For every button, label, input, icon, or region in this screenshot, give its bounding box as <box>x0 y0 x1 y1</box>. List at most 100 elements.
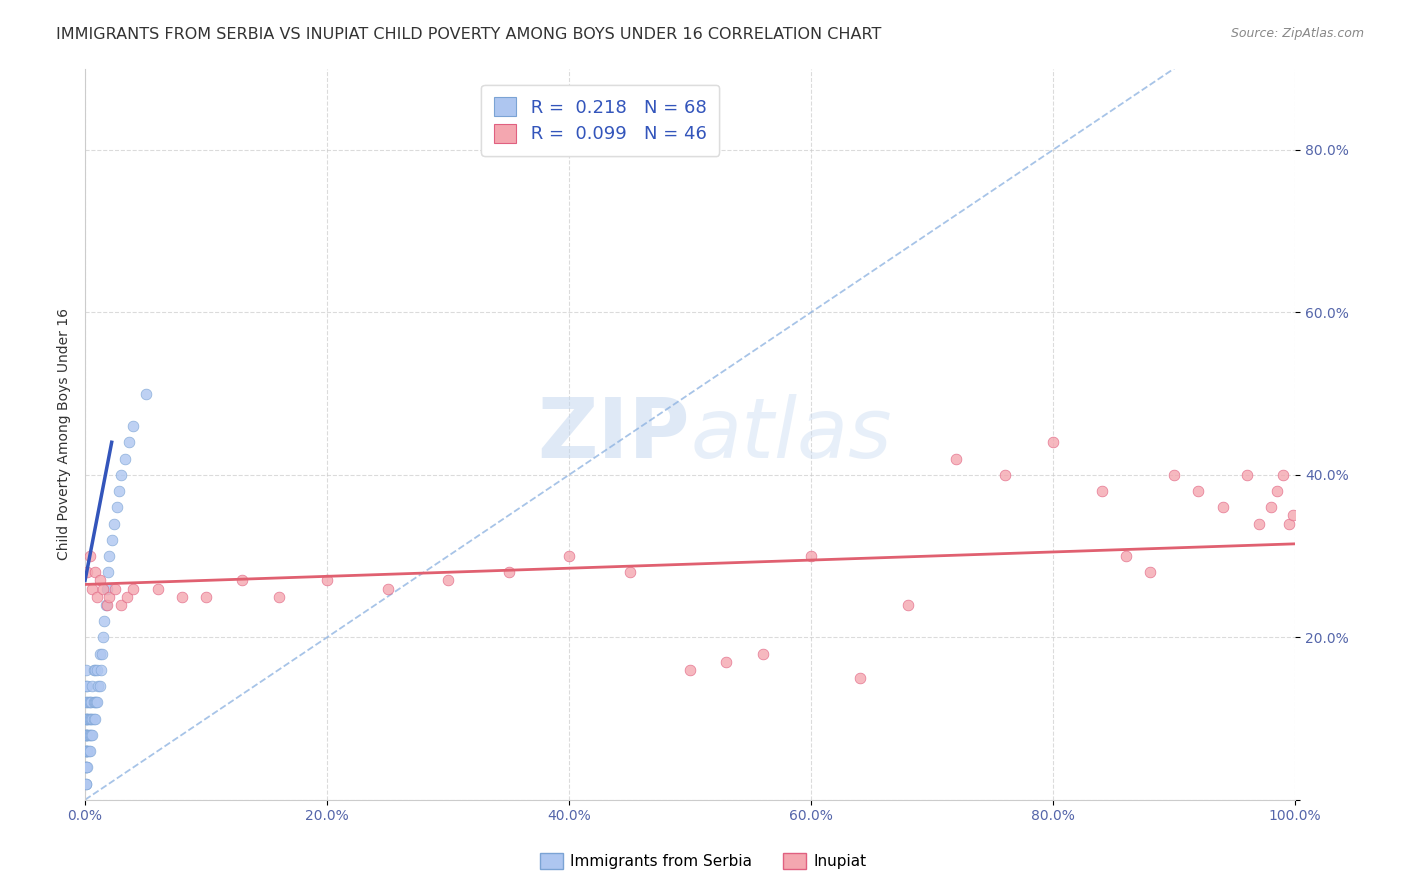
Point <box>93 614 115 628</box>
Point <box>83 695 105 709</box>
Point <box>97 566 120 580</box>
Text: atlas: atlas <box>690 393 891 475</box>
Point <box>75 728 97 742</box>
Point <box>75 663 97 677</box>
Point <box>231 574 253 588</box>
Point <box>135 386 157 401</box>
Point <box>619 566 641 580</box>
Point <box>89 574 111 588</box>
Point <box>82 582 104 596</box>
Point <box>86 590 108 604</box>
Point <box>98 590 121 604</box>
Point <box>83 566 105 580</box>
Point <box>86 695 108 709</box>
Point <box>90 663 112 677</box>
Point <box>170 590 193 604</box>
Point <box>80 728 103 742</box>
Point <box>83 712 105 726</box>
Text: Source: ZipAtlas.com: Source: ZipAtlas.com <box>1230 27 1364 40</box>
Point <box>1265 483 1288 498</box>
Point <box>96 582 118 596</box>
Point <box>1090 483 1112 498</box>
Point <box>122 582 145 596</box>
Point <box>89 679 111 693</box>
Point <box>82 712 104 726</box>
Point <box>83 712 105 726</box>
Point <box>76 744 98 758</box>
Point <box>1042 435 1064 450</box>
Point <box>117 435 139 450</box>
Point <box>752 647 775 661</box>
Point <box>1272 467 1295 482</box>
Point <box>75 760 97 774</box>
Point <box>848 671 870 685</box>
Point <box>75 744 97 758</box>
Point <box>82 728 104 742</box>
Point <box>96 598 118 612</box>
Legend:  R =  0.218   N = 68,  R =  0.099   N = 46: R = 0.218 N = 68, R = 0.099 N = 46 <box>481 85 720 156</box>
Point <box>82 679 104 693</box>
Point <box>76 566 98 580</box>
Point <box>108 483 131 498</box>
Point <box>76 744 98 758</box>
Point <box>83 663 105 677</box>
Point <box>75 776 97 790</box>
Point <box>91 647 114 661</box>
Point <box>1163 467 1185 482</box>
Point <box>146 582 169 596</box>
Point <box>80 712 103 726</box>
Point <box>79 712 101 726</box>
Point <box>75 679 97 693</box>
Point <box>94 598 117 612</box>
Point <box>104 582 127 596</box>
Y-axis label: Child Poverty Among Boys Under 16: Child Poverty Among Boys Under 16 <box>58 308 72 560</box>
Point <box>377 582 399 596</box>
Point <box>1281 508 1303 523</box>
Point <box>994 467 1017 482</box>
Point <box>76 712 98 726</box>
Point <box>1212 500 1234 515</box>
Point <box>86 663 108 677</box>
Point <box>98 549 121 563</box>
Point <box>117 590 139 604</box>
Point <box>110 598 132 612</box>
Point <box>77 712 100 726</box>
Point <box>75 712 97 726</box>
Point <box>75 712 97 726</box>
Point <box>1260 500 1282 515</box>
Point <box>76 728 98 742</box>
Point <box>77 695 100 709</box>
Point <box>76 728 98 742</box>
Point <box>105 500 128 515</box>
Point <box>75 728 97 742</box>
Point <box>75 760 97 774</box>
Point <box>558 549 581 563</box>
Point <box>83 695 105 709</box>
Point <box>75 744 97 758</box>
Point <box>716 655 738 669</box>
Point <box>87 679 110 693</box>
Point <box>75 695 97 709</box>
Point <box>316 574 339 588</box>
Point <box>267 590 290 604</box>
Point <box>122 419 145 434</box>
Point <box>75 776 97 790</box>
Point <box>800 549 823 563</box>
Point <box>76 679 98 693</box>
Point <box>75 744 97 758</box>
Point <box>77 744 100 758</box>
Point <box>1187 483 1209 498</box>
Point <box>437 574 460 588</box>
Point <box>76 695 98 709</box>
Point <box>114 451 136 466</box>
Point <box>84 695 107 709</box>
Point <box>75 760 97 774</box>
Text: IMMIGRANTS FROM SERBIA VS INUPIAT CHILD POVERTY AMONG BOYS UNDER 16 CORRELATION : IMMIGRANTS FROM SERBIA VS INUPIAT CHILD … <box>56 27 882 42</box>
Point <box>91 630 114 644</box>
Point <box>103 516 125 531</box>
Point <box>76 712 98 726</box>
Point <box>1236 467 1258 482</box>
Point <box>679 663 702 677</box>
Point <box>79 695 101 709</box>
Point <box>1115 549 1137 563</box>
